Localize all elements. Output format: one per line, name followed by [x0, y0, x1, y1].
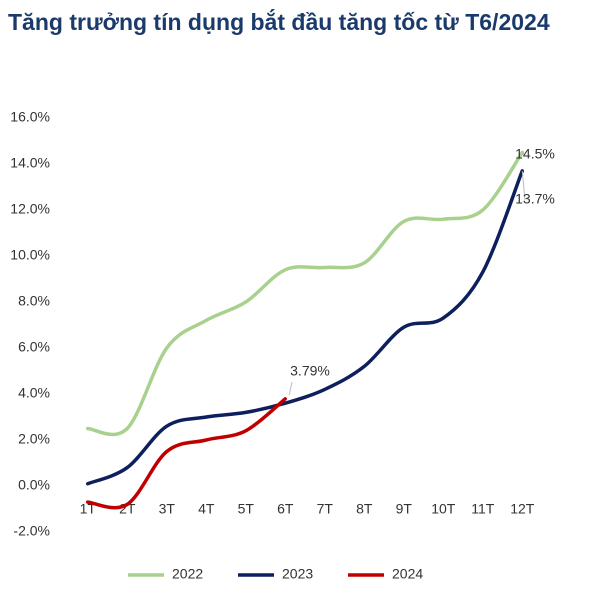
x-tick-label: 4T	[198, 501, 215, 517]
y-tick-label: -2.0%	[13, 523, 50, 539]
leader-line	[288, 381, 293, 395]
x-tick-label: 8T	[356, 501, 373, 517]
y-tick-label: 8.0%	[18, 293, 50, 309]
chart-title: Tăng trưởng tín dụng bắt đầu tăng tốc từ…	[8, 9, 550, 35]
x-tick-label: 7T	[317, 501, 334, 517]
y-tick-label: 0.0%	[18, 477, 50, 493]
x-tick-label: 5T	[238, 501, 255, 517]
x-tick-label: 9T	[396, 501, 413, 517]
legend-label: 2023	[282, 566, 313, 582]
leader-line	[521, 152, 526, 156]
y-tick-label: 10.0%	[10, 247, 50, 263]
y-tick-label: 14.0%	[10, 155, 50, 171]
x-tick-label: 10T	[431, 501, 456, 517]
x-tick-label: 12T	[510, 501, 535, 517]
series-line	[86, 397, 287, 510]
x-tick-label: 6T	[277, 501, 294, 517]
x-tick-label: 11T	[471, 501, 495, 517]
data-label: 3.79%	[290, 363, 330, 379]
series-line	[86, 169, 524, 486]
y-tick-label: 16.0%	[10, 109, 50, 125]
data-label: 13.7%	[515, 191, 555, 207]
data-label: 14.5%	[515, 146, 555, 162]
y-tick-label: 12.0%	[10, 201, 50, 217]
y-tick-label: 4.0%	[18, 385, 50, 401]
x-tick-label: 3T	[159, 501, 176, 517]
y-tick-label: 6.0%	[18, 339, 50, 355]
legend-label: 2024	[392, 566, 423, 582]
y-tick-label: 2.0%	[18, 431, 50, 447]
leader-line	[521, 170, 526, 201]
series-line	[86, 150, 524, 437]
legend-label: 2022	[172, 566, 203, 582]
